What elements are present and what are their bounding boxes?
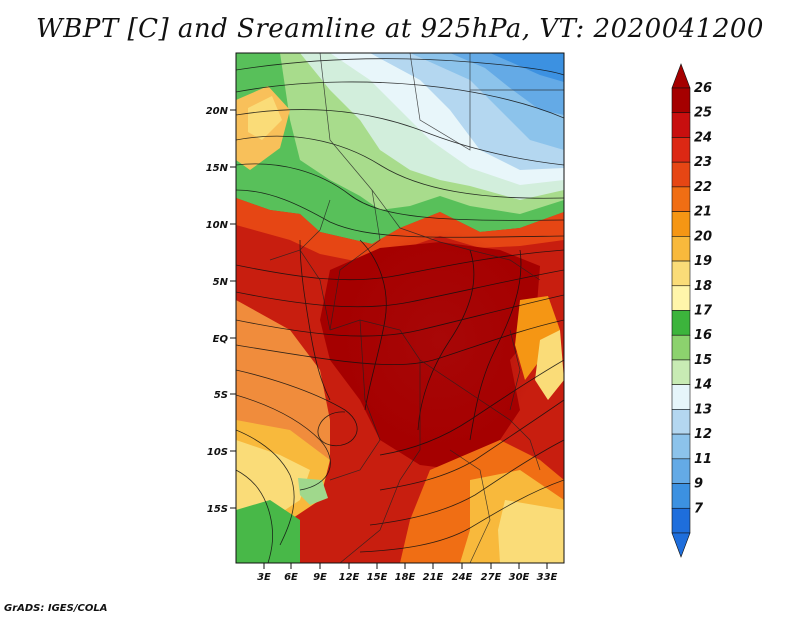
colorbar-swatch — [671, 211, 691, 237]
colorbar-swatch — [671, 409, 691, 435]
lat-label: 15S — [207, 504, 228, 515]
colorbar-swatch — [671, 87, 691, 114]
colorbar-swatch — [671, 161, 691, 188]
map-frame — [235, 52, 565, 564]
lat-axis: 20N 15N 10N 5N EQ 5S 10S 15S — [206, 106, 236, 515]
lat-label: 15N — [206, 163, 229, 174]
colorbar-swatch — [671, 186, 691, 212]
lon-label: 3E — [257, 572, 271, 583]
colorbar-swatch — [671, 507, 691, 534]
colorbar-swatch — [671, 458, 691, 484]
lon-axis: 3E 6E 9E 12E 15E 18E 21E 24E 27E 30E 33E — [257, 563, 558, 583]
colorbar-bottom-arrow — [671, 532, 691, 558]
lon-label: 24E — [452, 572, 473, 583]
colorbar-label: 19 — [694, 254, 712, 269]
colorbar-label: 21 — [694, 205, 712, 220]
colorbar-label: 17 — [694, 304, 713, 319]
colorbar-label: 7 — [694, 501, 704, 516]
lat-label: 10S — [207, 447, 228, 458]
colorbar-label: 26 — [694, 81, 712, 96]
colorbar-swatch — [671, 236, 691, 262]
colorbar-label: 24 — [694, 130, 712, 145]
colorbar-label: 18 — [694, 279, 712, 294]
lon-label: 21E — [423, 572, 444, 583]
credit-label: GrADS: IGES/COLA — [4, 603, 108, 614]
lat-label: 10N — [206, 220, 229, 231]
colorbar-swatch — [671, 334, 691, 361]
colorbar-swatch — [671, 433, 691, 460]
chart-title: WBPT [C] and Sreamline at 925hPa, VT: 20… — [36, 14, 764, 44]
lon-label: 27E — [481, 572, 502, 583]
colorbar-label: 11 — [694, 452, 712, 467]
colorbar-swatch — [671, 359, 691, 385]
lon-label: 33E — [537, 572, 558, 583]
colorbar-swatch — [671, 285, 691, 311]
lat-label: EQ — [213, 334, 229, 345]
colorbar-swatch — [671, 483, 691, 509]
lon-label: 15E — [367, 572, 388, 583]
colorbar-swatch — [671, 384, 691, 410]
colorbar-label: 22 — [694, 180, 712, 195]
colorbar-top-arrow — [671, 63, 691, 89]
colorbar-swatch — [671, 260, 691, 287]
lat-label: 5S — [214, 390, 228, 401]
lat-label: 5N — [213, 277, 229, 288]
colorbar-label: 15 — [694, 353, 712, 368]
colorbar-label: 23 — [694, 155, 712, 170]
streamlines — [236, 58, 564, 563]
wbpt-field — [236, 53, 564, 563]
colorbar-label: 20 — [694, 229, 712, 244]
colorbar-label: 9 — [694, 477, 703, 492]
colorbar-swatch — [671, 137, 691, 163]
colorbar-label: 12 — [694, 427, 712, 442]
colorbar-swatch — [671, 112, 691, 138]
lon-label: 30E — [509, 572, 530, 583]
colorbar-label: 13 — [694, 402, 712, 417]
lon-label: 6E — [284, 572, 298, 583]
lat-label: 20N — [206, 106, 229, 117]
colorbar-label: 25 — [694, 106, 712, 121]
colorbar-swatch — [671, 310, 691, 336]
colorbar-label: 16 — [694, 328, 712, 343]
lon-label: 12E — [339, 572, 360, 583]
lon-label: 9E — [313, 572, 327, 583]
colorbar-label: 14 — [694, 378, 712, 393]
lon-label: 18E — [395, 572, 416, 583]
colorbar: 26 25 24 23 22 21 20 19 18 17 16 15 14 13 12 11 9 7 — [671, 63, 713, 558]
country-borders — [269, 53, 564, 563]
